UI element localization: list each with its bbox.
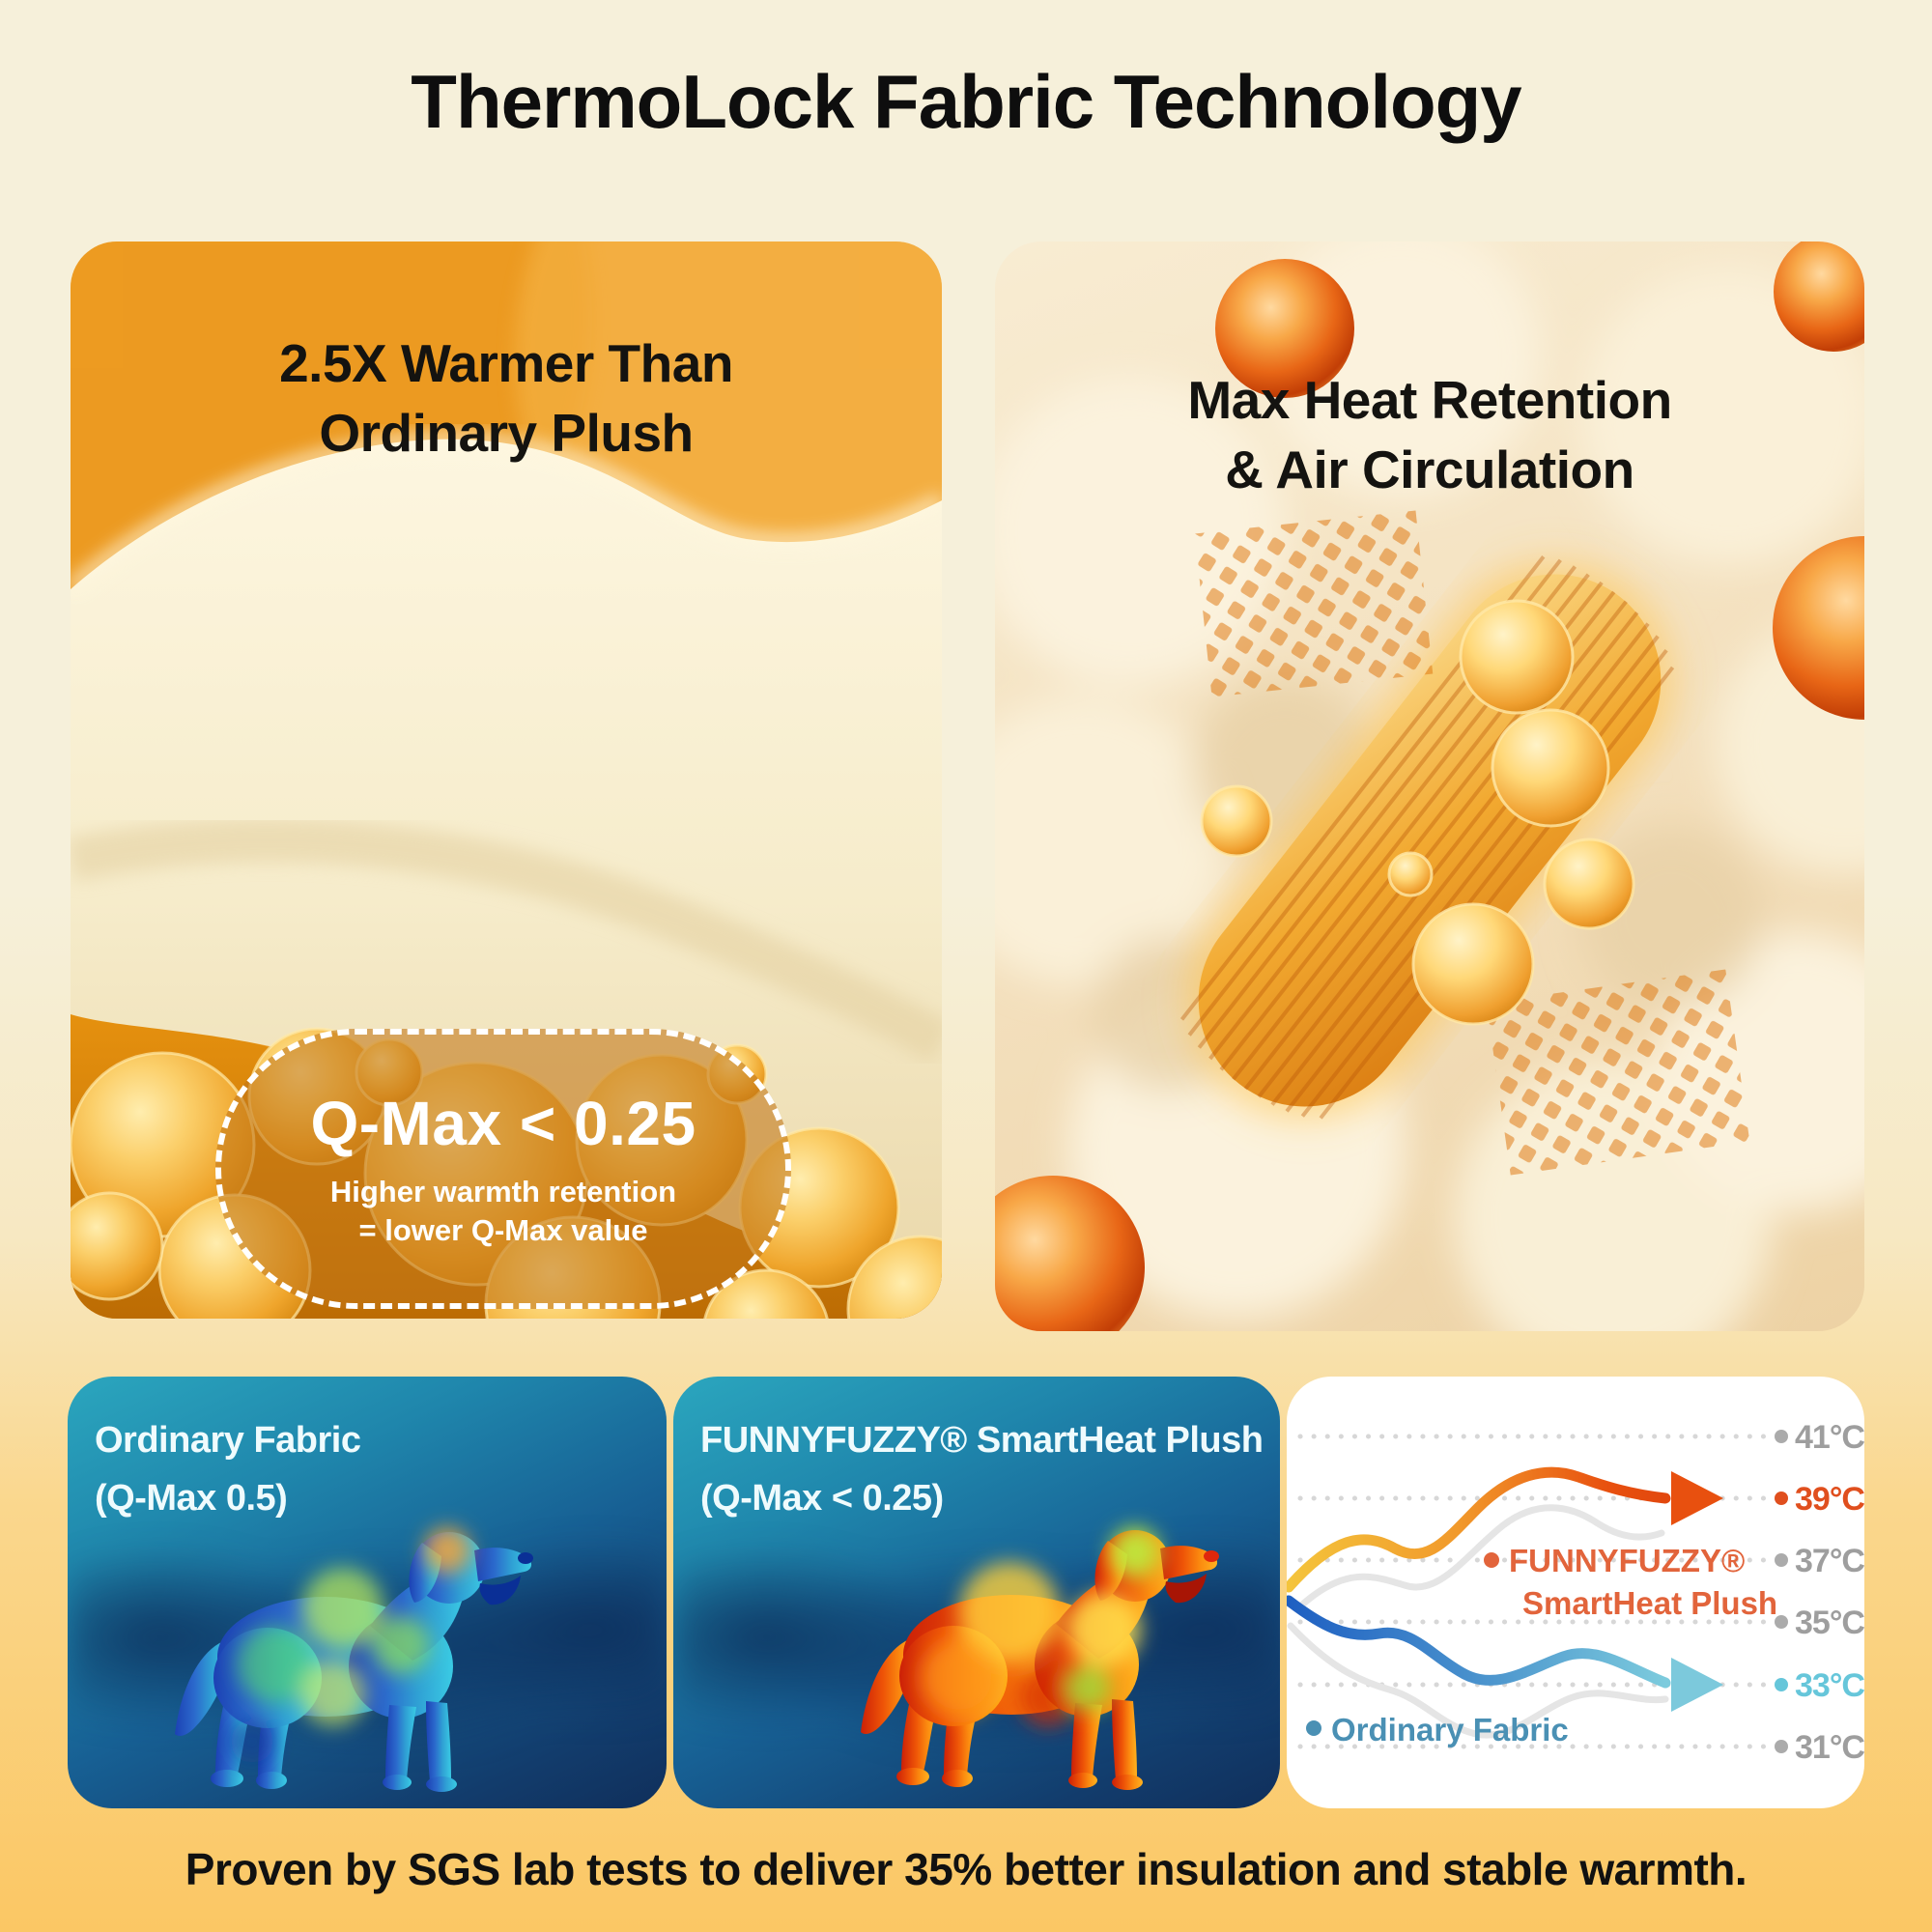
cool-thermal-dog-image [175,1527,533,1792]
fiber-structure-illustration [995,242,1864,1331]
qmax-caption-line1: Higher warmth retention [329,1175,677,1208]
tick-31: 31°C [1795,1729,1864,1766]
tick-39: 39°C [1795,1481,1864,1518]
gridline-end-dots [1775,1430,1788,1753]
page-title: ThermoLock Fabric Technology [411,59,1521,144]
warm-thermal-dog-image [861,1527,1219,1790]
smartheat-arrowhead [1671,1471,1723,1525]
smartheat-legend-line2: SmartHeat Plush [1522,1585,1777,1621]
qmax-value: Q-Max < 0.25 [310,1089,696,1158]
tick-41: 41°C [1795,1419,1864,1456]
retention-feature-card: Max Heat Retention & Air Circulation [995,242,1864,1331]
warmth-heading-line1: 2.5X Warmer Than [279,333,733,393]
thermal-panel-ordinary: Ordinary Fabric (Q-Max 0.5) [68,1377,667,1808]
qmax-badge: Q-Max < 0.25 Higher warmth retention = l… [215,1029,791,1309]
ordinary-line [1287,1595,1671,1689]
thermal-panel-ordinary-label: Ordinary Fabric (Q-Max 0.5) [95,1411,361,1527]
temperature-line-chart: 41°C 39°C 37°C 35°C 33°C 31°C FUNNYFUZZY… [1287,1419,1864,1766]
qmax-caption: Higher warmth retention = lower Q-Max va… [330,1173,676,1250]
sgs-claim-text: Proven by SGS lab tests to deliver 35% b… [185,1844,1747,1894]
retention-heading: Max Heat Retention & Air Circulation [995,365,1864,504]
retention-heading-line2: & Air Circulation [1225,440,1634,499]
smartheat-legend-dot [1484,1552,1499,1568]
thermal-panel-smartheat: FUNNYFUZZY® SmartHeat Plush (Q-Max < 0.2… [673,1377,1280,1808]
tick-37: 37°C [1795,1543,1864,1579]
ordinary-fabric-title: Ordinary Fabric [95,1420,361,1461]
smartheat-title: FUNNYFUZZY® SmartHeat Plush [700,1420,1264,1461]
warmth-heading-line2: Ordinary Plush [319,403,694,463]
ordinary-legend-dot [1306,1720,1321,1736]
tick-33: 33°C [1795,1667,1864,1704]
warmth-heading: 2.5X Warmer Than Ordinary Plush [71,328,942,468]
smartheat-subtitle: (Q-Max < 0.25) [700,1478,944,1519]
ordinary-arrowhead [1671,1658,1723,1712]
thermal-panel-smartheat-label: FUNNYFUZZY® SmartHeat Plush (Q-Max < 0.2… [700,1411,1264,1527]
smartheat-legend-line1: FUNNYFUZZY® [1509,1543,1745,1578]
heat-droplets [995,242,1864,1331]
tick-35: 35°C [1795,1605,1864,1641]
ordinary-fabric-subtitle: (Q-Max 0.5) [95,1478,288,1519]
ordinary-legend-label: Ordinary Fabric [1331,1712,1569,1747]
temperature-chart-card: 41°C 39°C 37°C 35°C 33°C 31°C FUNNYFUZZY… [1287,1377,1864,1808]
smartheat-line [1287,1466,1671,1593]
qmax-caption-line2: = lower Q-Max value [358,1213,648,1247]
warmth-feature-card: 2.5X Warmer Than Ordinary Plush Q-Max < … [71,242,942,1319]
retention-heading-line1: Max Heat Retention [1187,370,1672,430]
